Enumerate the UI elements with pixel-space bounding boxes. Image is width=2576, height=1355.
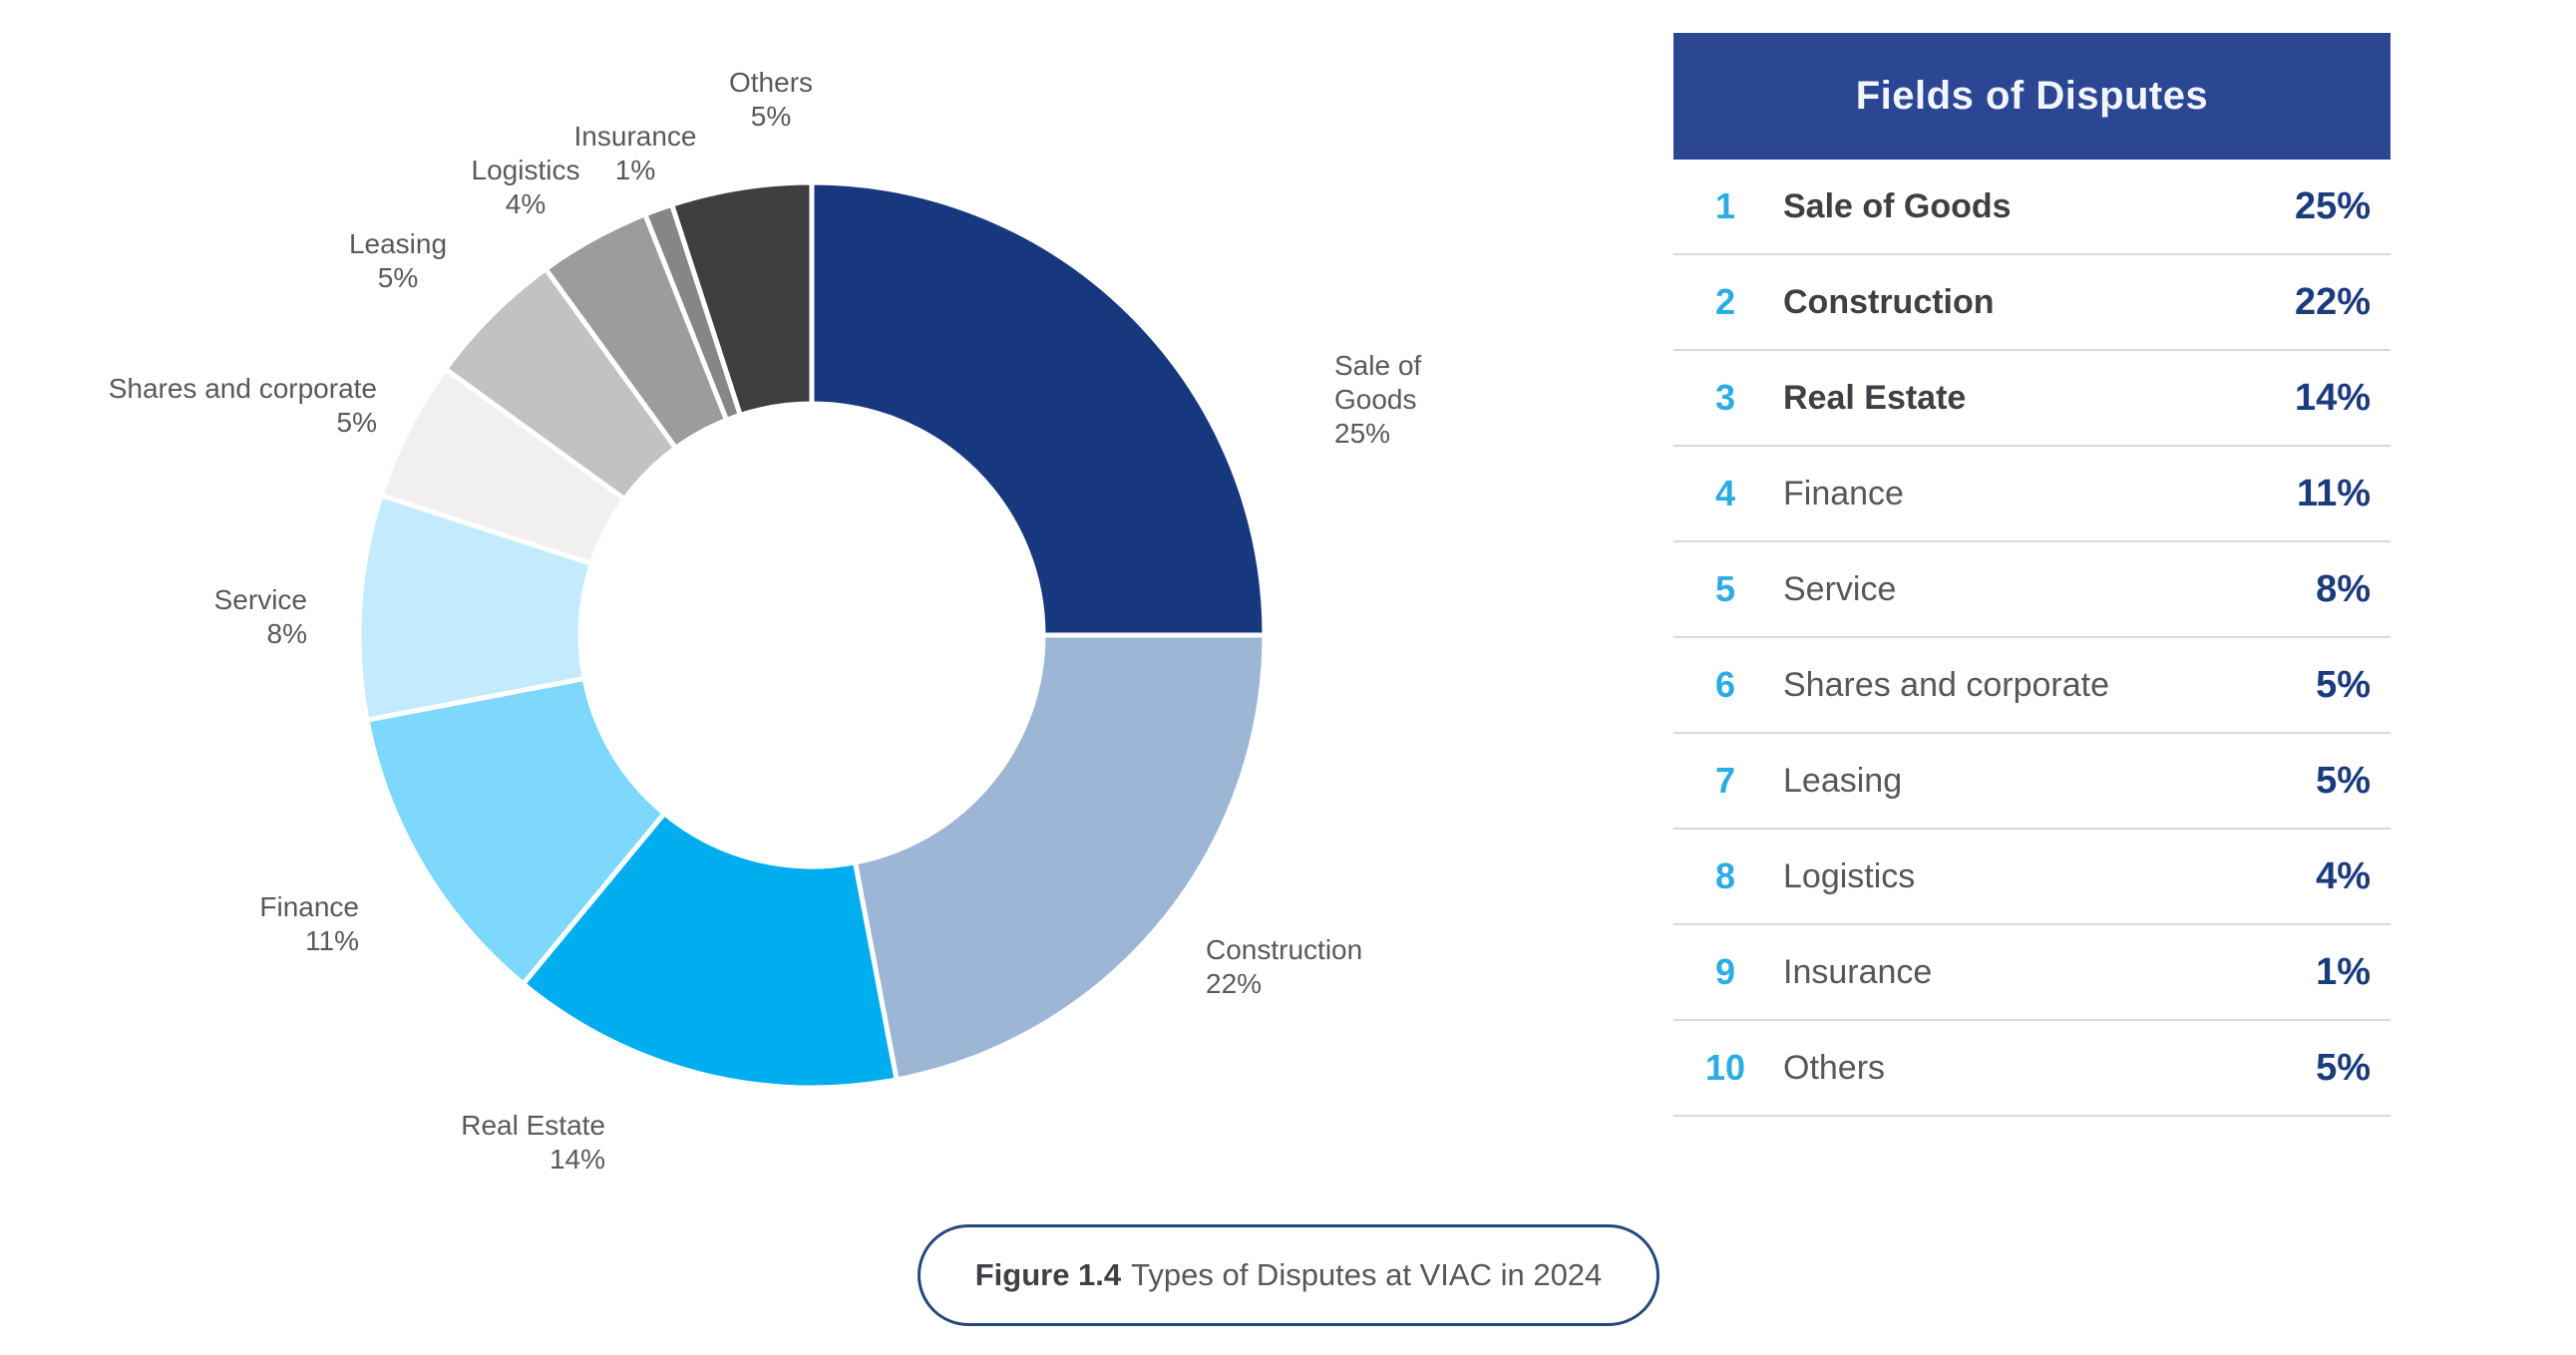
slice-label-line: 4% — [505, 188, 547, 219]
slice-label-line: 11% — [305, 925, 359, 956]
slice-label-line: Construction — [1206, 934, 1363, 965]
row-value: 5% — [2316, 1046, 2371, 1089]
slice-label-real-estate: Real Estate 14% — [461, 1109, 605, 1177]
slice-sale-of-goods — [809, 179, 1268, 638]
row-value: 8% — [2316, 567, 2371, 610]
row-value: 11% — [2297, 472, 2371, 514]
slice-label-logistics: Logistics 4% — [472, 154, 580, 221]
figure-caption-text: Types of Disputes at VIAC in 2024 — [1131, 1257, 1603, 1292]
row-rank: 10 — [1704, 1047, 1746, 1088]
slice-label-insurance: Insurance 1% — [574, 120, 697, 187]
row-value: 25% — [2294, 184, 2371, 227]
slice-label-line: Real Estate — [461, 1110, 605, 1141]
table-row: 6 Shares and corporate 5% — [1673, 638, 2391, 734]
slice-construction — [852, 632, 1268, 1083]
slice-others — [668, 179, 815, 419]
row-rank: 8 — [1714, 855, 1736, 896]
slice-label-service: Service 8% — [214, 583, 307, 651]
slice-label-line: Service — [213, 584, 307, 615]
row-rank: 4 — [1714, 473, 1736, 513]
slice-label-line: Leasing — [348, 228, 448, 259]
slice-label-others: Others 5% — [729, 66, 813, 134]
table-row: 2 Construction 22% — [1673, 255, 2391, 351]
row-value: 5% — [2316, 663, 2371, 706]
row-rank: 1 — [1714, 185, 1736, 226]
row-rank: 6 — [1714, 664, 1736, 705]
slice-label-leasing: Leasing 5% — [349, 227, 447, 295]
table-row: 8 Logistics 4% — [1673, 830, 2391, 925]
slice-label-line: Others — [728, 67, 814, 98]
table-row: 7 Leasing 5% — [1673, 734, 2391, 830]
row-value: 22% — [2294, 280, 2371, 323]
slice-real-estate — [520, 810, 900, 1091]
table-row: 3 Real Estate 14% — [1673, 351, 2391, 447]
row-rank: 5 — [1714, 568, 1736, 609]
slice-label-line: Goods — [1334, 384, 1417, 415]
slice-label-line: 5% — [336, 407, 377, 438]
table-title: Fields of Disputes — [1855, 74, 2209, 118]
row-label: Shares and corporate — [1783, 665, 2109, 704]
slice-label-line: 22% — [1206, 968, 1263, 999]
slice-label-line: 5% — [377, 262, 419, 293]
slice-label-line: Shares and corporate — [108, 373, 377, 404]
table-row: 9 Insurance 1% — [1673, 925, 2391, 1021]
slice-label-line: 14% — [549, 1144, 605, 1175]
slice-label-line: Sale of — [1334, 350, 1422, 381]
slice-label-finance: Finance 11% — [259, 890, 359, 958]
slice-label-line: 25% — [1334, 418, 1391, 449]
row-label: Service — [1783, 569, 1897, 608]
row-label: Construction — [1783, 282, 1995, 321]
slice-label-line: Logistics — [471, 155, 580, 185]
row-rank: 2 — [1714, 281, 1736, 322]
row-label: Logistics — [1783, 856, 1916, 895]
row-label: Finance — [1783, 474, 1904, 512]
table-body: 1 Sale of Goods 25% 2 Construction 22% 3 Real E… — [1673, 160, 2391, 1117]
row-label: Real Estate — [1783, 378, 1967, 417]
slice-label-line: Insurance — [573, 121, 697, 152]
table-row: 10 Others 5% — [1673, 1021, 2391, 1117]
slice-label-construction: Construction 22% — [1206, 933, 1362, 1001]
row-rank: 7 — [1714, 760, 1736, 801]
slice-finance — [364, 675, 668, 988]
figure-caption: Figure 1.4 Types of Disputes at VIAC in … — [918, 1224, 1659, 1326]
slice-label-sale-of-goods: Sale of Goods 25% — [1334, 349, 1421, 451]
slice-label-line: 5% — [750, 101, 792, 132]
fields-of-disputes-table: Fields of Disputes 1 Sale of Goods 25% 2 Con… — [1673, 33, 2391, 1117]
row-label: Sale of Goods — [1783, 186, 2012, 225]
table-row: 5 Service 8% — [1673, 542, 2391, 638]
slice-label-shares-and-corporate: Shares and corporate 5% — [109, 372, 377, 440]
figure-caption-number: Figure 1.4 — [974, 1257, 1122, 1292]
row-label: Leasing — [1783, 761, 1903, 800]
slice-label-line: 1% — [614, 155, 656, 185]
row-label: Insurance — [1783, 952, 1933, 991]
row-rank: 3 — [1714, 377, 1736, 418]
row-value: 5% — [2316, 759, 2371, 802]
row-label: Others — [1783, 1048, 1886, 1087]
table-header: Fields of Disputes — [1673, 33, 2391, 160]
slice-label-line: 8% — [266, 618, 307, 649]
row-rank: 9 — [1714, 951, 1736, 992]
row-value: 14% — [2294, 376, 2371, 419]
row-value: 1% — [2316, 950, 2371, 993]
slice-label-line: Finance — [259, 891, 359, 922]
row-value: 4% — [2316, 854, 2371, 897]
table-row: 4 Finance 11% — [1673, 447, 2391, 542]
table-row: 1 Sale of Goods 25% — [1673, 160, 2391, 255]
